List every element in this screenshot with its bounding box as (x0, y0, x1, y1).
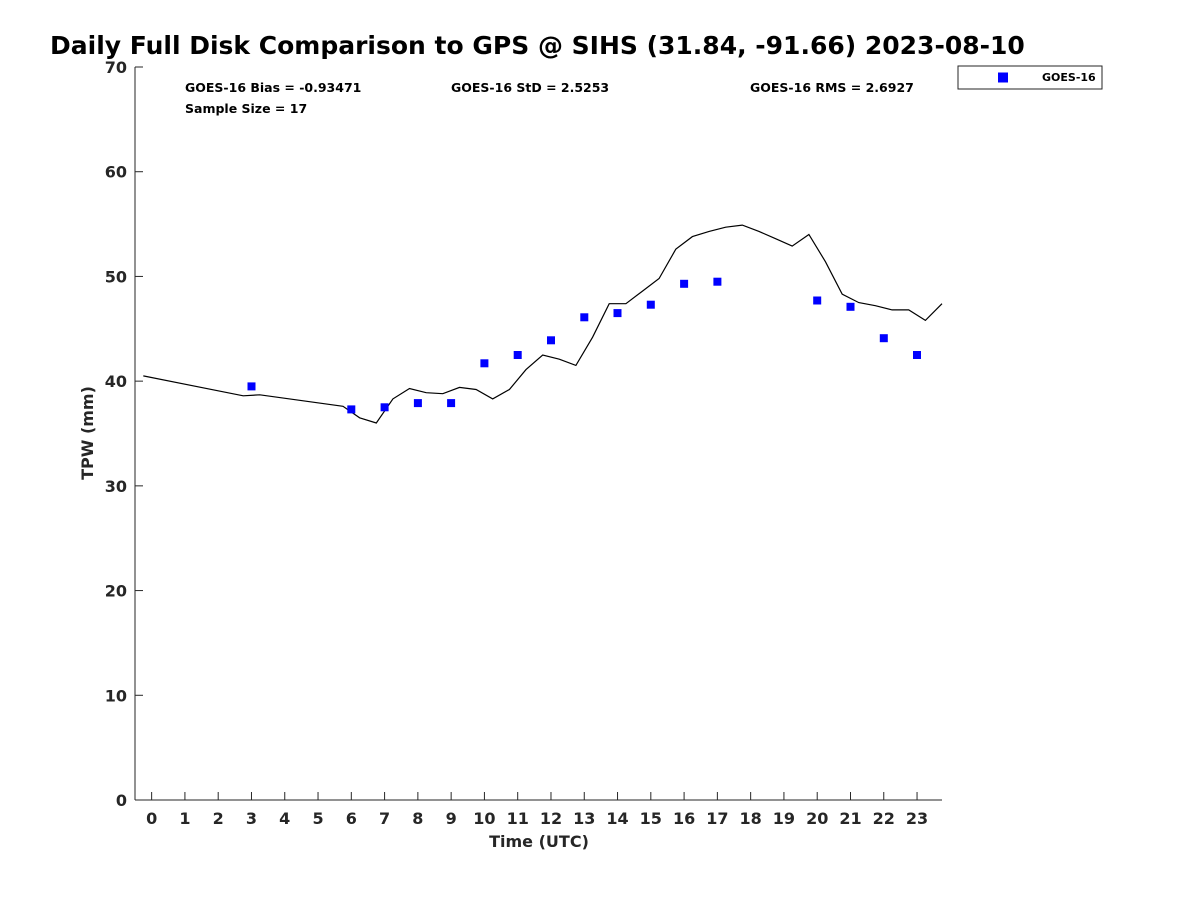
x-tick-label: 2 (213, 809, 224, 828)
y-tick-label: 70 (105, 58, 127, 77)
y-tick-label: 50 (105, 267, 127, 286)
gps-line (143, 224, 943, 424)
goes16-point (613, 309, 622, 318)
x-tick-label: 10 (473, 809, 495, 828)
y-axis-label: TPW (mm) (78, 386, 97, 480)
x-tick-label: 1 (179, 809, 190, 828)
x-tick-label: 16 (673, 809, 695, 828)
x-tick-label: 18 (740, 809, 762, 828)
goes16-point (547, 336, 555, 345)
goes16-point (913, 351, 921, 359)
legend-label: GOES-16 (1042, 71, 1096, 84)
goes16-point (347, 405, 356, 414)
y-tick-label: 40 (105, 372, 127, 391)
legend: GOES-16 (957, 65, 1103, 90)
chart-title: Daily Full Disk Comparison to GPS @ SIHS… (50, 31, 1025, 60)
goes16-point (247, 382, 256, 391)
x-tick-label: 20 (806, 809, 828, 828)
x-tick-label: 17 (706, 809, 728, 828)
y-tick-label: 20 (105, 582, 127, 601)
y-tick-label: 10 (105, 686, 127, 705)
x-tick-label: 3 (246, 809, 257, 828)
goes16-point (846, 302, 855, 311)
y-tick-label: 60 (105, 163, 127, 182)
x-tick-label: 6 (346, 809, 357, 828)
x-tick-label: 22 (873, 809, 895, 828)
std-stat: GOES-16 StD = 2.5253 (451, 80, 609, 95)
x-tick-label: 9 (446, 809, 457, 828)
x-tick-label: 7 (379, 809, 390, 828)
x-tick-label: 11 (507, 809, 529, 828)
x-tick-label: 19 (773, 809, 795, 828)
x-tick-label: 23 (906, 809, 928, 828)
x-tick-label: 0 (146, 809, 157, 828)
x-tick-label: 13 (573, 809, 595, 828)
x-ticks: 0 1 2 3 4 5 6 7 8 9 10 11 12 13 14 15 16 17 18 19 20 21 22 23 (146, 792, 928, 828)
x-axis-label: Time (UTC) (489, 832, 589, 851)
goes16-point (580, 313, 589, 322)
goes16-point (480, 359, 489, 368)
y-ticks: 0 10 20 30 40 50 60 70 (105, 58, 143, 810)
x-tick-label: 21 (839, 809, 861, 828)
bias-stat: GOES-16 Bias = -0.93471 (185, 80, 361, 95)
goes16-point (380, 403, 389, 412)
goes16-point (680, 279, 689, 288)
legend-box (957, 65, 1103, 90)
series-layer (143, 224, 943, 424)
goes16-point (413, 399, 422, 408)
legend-marker (998, 72, 1008, 83)
x-tick-label: 5 (312, 809, 323, 828)
x-tick-label: 15 (640, 809, 662, 828)
x-tick-label: 4 (279, 809, 290, 828)
x-tick-label: 14 (606, 809, 628, 828)
goes16-point (447, 399, 456, 408)
goes16-point (879, 334, 888, 343)
goes16-point (513, 351, 522, 359)
rms-stat: GOES-16 RMS = 2.6927 (750, 80, 914, 95)
x-tick-label: 8 (412, 809, 423, 828)
goes16-point (646, 300, 655, 309)
sample-size-stat: Sample Size = 17 (185, 101, 307, 116)
y-tick-label: 30 (105, 477, 127, 496)
goes16-point (813, 296, 822, 305)
x-tick-label: 12 (540, 809, 562, 828)
goes16-point (713, 277, 722, 286)
plot-area (134, 67, 942, 801)
y-tick-label: 0 (116, 791, 127, 810)
